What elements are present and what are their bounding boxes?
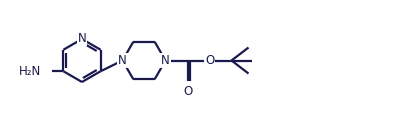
Text: O: O	[183, 85, 192, 98]
Text: H₂N: H₂N	[19, 65, 41, 78]
Text: N: N	[161, 54, 170, 67]
Text: N: N	[118, 54, 127, 67]
Text: O: O	[205, 54, 214, 67]
Text: N: N	[78, 33, 86, 45]
